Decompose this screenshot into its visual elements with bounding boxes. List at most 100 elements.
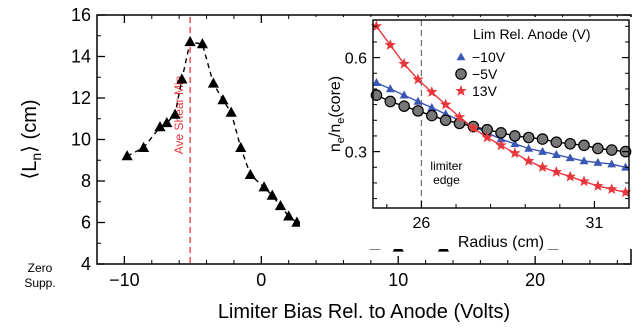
- inset-data-point: [509, 130, 521, 142]
- inset-data-point: [439, 114, 452, 127]
- inset-data-point: [398, 100, 410, 112]
- inset-data-point: [621, 162, 630, 171]
- main-y-label-base: ⟨L: [19, 161, 41, 180]
- legend-marker-2: [455, 85, 467, 96]
- inset-data-point: [592, 180, 604, 191]
- inset-y-part-core: (core): [327, 76, 344, 118]
- inset-data-point: [467, 122, 480, 133]
- inset-y-part-sub2: e: [335, 118, 347, 124]
- inset-data-point: [578, 175, 590, 187]
- legend-label-2: 13V: [472, 83, 498, 99]
- inset-data-point: [384, 95, 397, 108]
- inset-data-point: [579, 156, 589, 165]
- inset-data-point: [607, 159, 617, 168]
- inset-y-axis-label: ne/ne(core): [327, 76, 347, 152]
- inset-data-point: [551, 150, 561, 159]
- inset-background: [300, 17, 634, 249]
- ave-shear-min-label: Ave Shear Min: [172, 76, 186, 155]
- inset-data-point: [412, 73, 424, 85]
- main-data-point: [217, 94, 229, 105]
- main-data-point: [176, 73, 188, 84]
- inset-data-point: [538, 146, 547, 155]
- main-y-tick-label: 4: [81, 254, 91, 274]
- inset-data-point: [427, 103, 437, 112]
- main-x-tick-label: 10: [388, 270, 408, 290]
- inset-plot-frame: [372, 19, 630, 209]
- main-y-tick-label: 14: [71, 47, 91, 67]
- inset-data-point: [550, 165, 563, 177]
- inset-data-point: [565, 153, 575, 162]
- inset-data-point: [495, 127, 507, 139]
- inset-data-point: [522, 131, 535, 144]
- inset-data-point: [593, 157, 603, 166]
- main-data-point: [235, 141, 247, 152]
- main-data-point: [258, 181, 270, 192]
- legend-marker-1: [455, 68, 467, 80]
- inset-data-point: [510, 139, 520, 148]
- main-y-tick-label: 10: [71, 130, 91, 150]
- inset-data-point: [370, 20, 383, 32]
- main-data-point: [207, 77, 219, 88]
- inset-data-point: [522, 155, 535, 166]
- main-data-point: [154, 121, 166, 132]
- main-data-point: [184, 36, 196, 47]
- main-data-point: [244, 168, 256, 179]
- inset-data-point: [536, 161, 549, 173]
- zero-supp-label-line2: Supp.: [24, 276, 55, 290]
- main-data-point: [283, 210, 295, 221]
- main-y-label-rest: ⟩ (cm): [19, 99, 41, 152]
- inset-y-tick-label: 0.3: [345, 145, 367, 162]
- legend-label-0: −10V: [472, 49, 506, 65]
- inset-chart: 26 310.30.6 limiter edge Radius (cm) ne/n…: [300, 17, 634, 251]
- inset-data-point: [495, 139, 507, 151]
- inset-data-point: [384, 39, 396, 50]
- inset-y-tick-label: 0.6: [345, 51, 367, 68]
- inset-y-part-n1: n: [327, 143, 344, 152]
- inset-data-point: [481, 131, 493, 143]
- main-data-point: [196, 38, 209, 49]
- inset-data-point: [564, 170, 576, 182]
- limiter-edge-label-line2: edge: [433, 173, 460, 187]
- main-x-tick-label: −10: [109, 270, 140, 290]
- inset-data-point: [398, 57, 410, 69]
- main-x-tick-label: 0: [256, 270, 266, 290]
- main-y-tick-label: 16: [71, 5, 91, 25]
- inset-data-point: [412, 105, 424, 117]
- legend-label-1: −5V: [472, 66, 498, 82]
- limiter-edge-label-line1: limiter: [430, 159, 462, 173]
- inset-x-tick-label: 31: [586, 215, 604, 232]
- inset-data-point: [385, 84, 395, 93]
- main-data-point: [161, 116, 173, 128]
- main-data-point: [225, 106, 237, 117]
- inset-data-point: [426, 86, 438, 97]
- inset-data-point: [439, 98, 452, 110]
- inset-data-point: [619, 186, 632, 198]
- main-y-tick-label: 12: [71, 88, 91, 108]
- legend-title: Lim Rel. Anode (V): [473, 26, 591, 42]
- inset-data-point: [605, 144, 618, 156]
- inset-data-point: [550, 136, 563, 148]
- inset-data-point: [592, 142, 604, 155]
- zero-supp-label-line1: Zero: [28, 261, 53, 275]
- main-data-point: [291, 216, 303, 227]
- main-y-axis-label: ⟨Ln⟩ (cm): [19, 99, 44, 179]
- inset-data-point: [578, 139, 590, 152]
- main-data-point: [274, 199, 287, 211]
- inset-data-point: [524, 143, 534, 152]
- main-chart: −10 0 10 20 4 6 8 10 12 14 16 Ave Shear Min Limite…: [19, 5, 632, 323]
- inset-data-point: [413, 96, 423, 105]
- inset-series: [370, 20, 632, 198]
- main-data-point: [169, 108, 181, 119]
- inset-data-point: [399, 90, 409, 99]
- main-series-line: [126, 41, 618, 249]
- legend-marker-0: [456, 52, 466, 61]
- inset-y-part-sub1: e: [335, 137, 347, 143]
- main-data-point: [137, 141, 150, 152]
- inset-data-point: [370, 89, 383, 101]
- inset-x-tick-label: 26: [413, 215, 431, 232]
- inset-data-point: [564, 137, 576, 150]
- inset-data-point: [536, 133, 549, 145]
- main-y-tick-label: 8: [81, 171, 91, 191]
- main-data-point: [121, 150, 133, 161]
- inset-ticks: 26 31 0.3 0.6: [345, 25, 630, 232]
